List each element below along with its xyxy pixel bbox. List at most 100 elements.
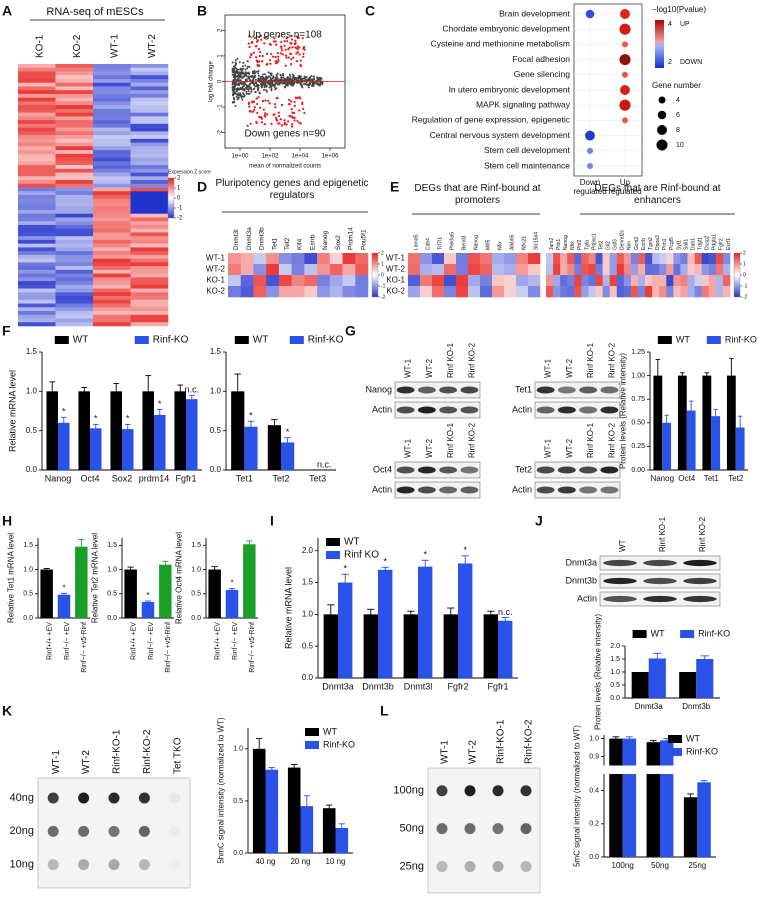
ma-point-significant [287,48,290,51]
ma-point-significant [270,122,273,125]
heatmap-cell [93,120,131,125]
heatmap-cell [516,286,529,298]
heatmap-cell [130,307,169,312]
column-label: WT-1 [109,34,120,58]
heatmap-cell [93,116,131,121]
lane-label: Rinf KO-1 [446,342,455,378]
y-axis-label: Protein levels (Relative intensity) [619,353,628,469]
dot-blot-spot [78,859,90,871]
heatmap-cell [130,262,169,267]
bar [78,391,90,470]
ma-point [261,82,264,85]
ma-point [238,71,241,74]
column-label: Tcf7l1 [437,237,443,250]
panel-letter: D [197,179,207,195]
x-tick-label: Rinf+/+ +EV [131,622,138,660]
ma-point-significant [268,102,271,105]
error-bar [291,764,298,771]
ma-point [267,82,270,85]
heatmap-cell [130,232,169,237]
heatmap-cell [456,286,469,298]
ma-point-significant [263,36,266,39]
ma-point-significant [299,97,302,100]
heatmap-cell [93,93,131,98]
ma-point-significant [267,99,270,102]
ma-point [236,98,239,101]
dot-blot-spot [108,825,120,837]
heatmap-cell [130,127,169,132]
ma-point [276,77,279,80]
ma-point [273,85,276,88]
heatmap-cell [567,264,575,276]
ma-point-significant [294,41,297,45]
heatmap-cell [55,86,94,91]
heatmap-cell [708,286,717,298]
ma-point-significant [261,54,264,58]
blot-band [536,386,555,394]
ma-point [234,63,237,66]
lane-label: WT-2 [565,438,574,458]
ma-point [236,57,239,60]
column-label: Esrrb [309,234,316,250]
heatmap-cell [715,286,724,298]
ma-point [280,76,283,79]
ma-point [263,86,266,89]
y-tick-label: 1.5 [302,578,314,587]
colorbar-label: 1 [381,261,384,267]
y-axis-label: 5hmC signal intensity (normalized to WT) [217,717,226,864]
heatmap-cell [55,146,94,151]
y-tick-label: 2.0 [610,643,620,650]
heatmap-cell [93,284,131,289]
ma-point-significant [260,117,263,120]
blot-band [439,406,458,414]
heatmap-cell [595,264,603,276]
ma-point-significant [248,35,251,38]
x-tick-label: Nanog [650,474,674,483]
lane-label: Rinf KO-2 [698,516,707,552]
color-legend-title: −log10(Pvalue) [652,5,706,14]
error-bar [246,540,253,548]
heatmap-cell [55,314,94,319]
column-label: Pim1 [662,238,668,250]
heatmap-cell [18,67,56,72]
bar [267,425,281,470]
lane-label: WT-2 [425,438,434,458]
heatmap-cell [130,138,169,143]
ma-point [249,75,252,78]
ma-point-significant [290,125,294,128]
x-tick-label: Rinf−/− +EV [232,622,239,660]
heatmap-cell [291,286,305,298]
colorbar-label: 1 [743,261,746,267]
error-bar [145,375,152,408]
heatmap-cell [130,311,169,316]
ma-point [255,70,258,73]
ma-point [304,82,307,85]
heatmap-cell [18,195,56,200]
bar [646,774,660,857]
heatmap-cell [492,264,505,276]
heatmap-cell [55,198,94,203]
ma-point-significant [251,100,254,103]
column-label: Nxn [627,241,633,250]
ma-point [312,75,315,78]
ma-point-significant [302,55,305,58]
bar [609,774,623,857]
x-tick-label: Fgfr1 [487,681,508,691]
significance-label: * [463,545,467,555]
heatmap-cell [55,153,94,158]
heatmap-cell [55,183,94,188]
heatmap-cell [55,78,94,84]
ma-point [231,101,234,104]
heatmap-cell [18,311,56,316]
error-bar [144,600,152,603]
heatmap-cell [708,253,717,265]
legend-label: WT [323,726,337,736]
heatmap-cell [567,286,575,298]
dot-blot-spot [492,785,504,797]
heatmap-cell [659,264,667,276]
ma-point [286,76,289,79]
blot-band [557,486,576,494]
heatmap-cell [93,123,131,128]
y-tick-label: -2 [218,129,224,135]
ma-point [246,67,249,70]
